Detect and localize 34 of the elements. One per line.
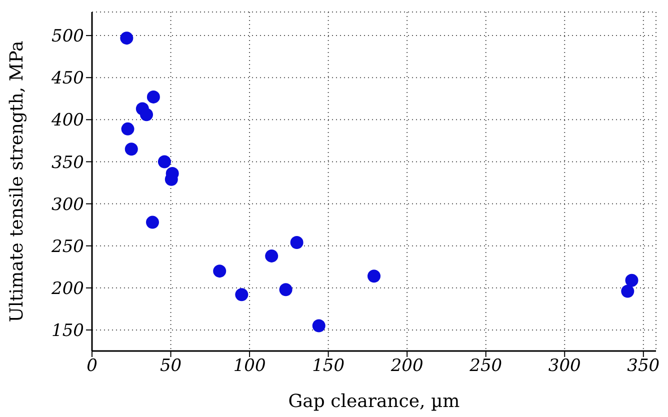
point <box>124 142 138 156</box>
x-tick-label: 250 <box>468 356 502 376</box>
y-axis-title: Ultimate tensile strength, MPa <box>6 40 28 322</box>
point <box>368 270 380 283</box>
point <box>290 236 304 249</box>
x-tick-label: 100 <box>233 356 266 376</box>
y-tick-label: 400 <box>50 110 84 131</box>
x-axis-title: Gap clearance, µm <box>288 391 460 412</box>
point <box>625 274 638 287</box>
point <box>146 90 160 104</box>
x-tick-label: 350 <box>627 356 660 376</box>
point <box>621 284 634 298</box>
point <box>121 122 134 136</box>
x-tick-label: 300 <box>548 356 582 376</box>
point <box>279 283 292 296</box>
point <box>213 264 226 278</box>
x-tick-label: 150 <box>312 356 345 376</box>
x-tick-label: 0 <box>86 356 98 376</box>
point <box>146 216 159 229</box>
point <box>312 319 326 332</box>
y-tick-label: 300 <box>52 194 84 215</box>
y-tick-label: 500 <box>52 26 84 47</box>
y-tick-label: 250 <box>50 236 84 257</box>
point <box>235 288 248 302</box>
y-tick-label: 450 <box>50 68 84 89</box>
y-tick-label: 350 <box>52 152 84 173</box>
x-tick-label: 200 <box>390 356 424 376</box>
point <box>265 249 278 262</box>
y-tick-label: 150 <box>52 321 84 342</box>
point <box>140 108 154 122</box>
y-tick-label: 200 <box>50 278 84 299</box>
point <box>120 32 134 45</box>
point <box>158 155 171 168</box>
x-tick-label: 50 <box>160 356 182 376</box>
